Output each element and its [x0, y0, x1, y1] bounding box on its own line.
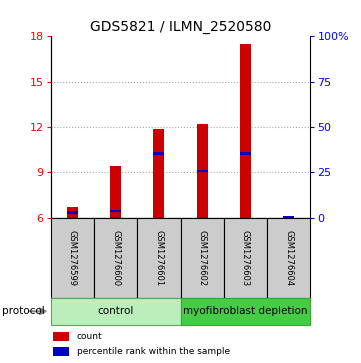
Text: percentile rank within the sample: percentile rank within the sample	[77, 347, 230, 356]
Title: GDS5821 / ILMN_2520580: GDS5821 / ILMN_2520580	[90, 20, 271, 34]
Text: GSM1276603: GSM1276603	[241, 230, 250, 286]
Text: GSM1276604: GSM1276604	[284, 230, 293, 286]
Text: GSM1276602: GSM1276602	[198, 230, 206, 286]
Bar	[283, 216, 294, 218]
Bar	[180, 218, 224, 298]
Bar	[283, 217, 294, 218]
Bar	[110, 166, 121, 218]
Bar	[197, 124, 208, 218]
Bar	[224, 218, 267, 298]
Bar	[51, 298, 180, 325]
Bar	[94, 218, 137, 298]
Bar	[53, 332, 69, 341]
Bar	[137, 218, 180, 298]
Bar	[153, 129, 164, 218]
Bar	[240, 152, 251, 155]
Text: myofibroblast depletion: myofibroblast depletion	[183, 306, 308, 316]
Text: GSM1276600: GSM1276600	[111, 230, 120, 286]
Bar	[153, 152, 164, 155]
Bar	[51, 218, 94, 298]
Bar	[240, 44, 251, 218]
Text: control: control	[97, 306, 134, 316]
Text: count: count	[77, 333, 102, 341]
Bar	[53, 347, 69, 356]
Bar	[180, 298, 310, 325]
Text: GSM1276601: GSM1276601	[155, 230, 163, 286]
Bar	[197, 170, 208, 172]
Bar	[67, 211, 78, 214]
Text: protocol: protocol	[2, 306, 44, 317]
Bar	[67, 207, 78, 218]
Bar	[110, 210, 121, 212]
Bar	[267, 218, 310, 298]
Text: GSM1276599: GSM1276599	[68, 230, 77, 286]
